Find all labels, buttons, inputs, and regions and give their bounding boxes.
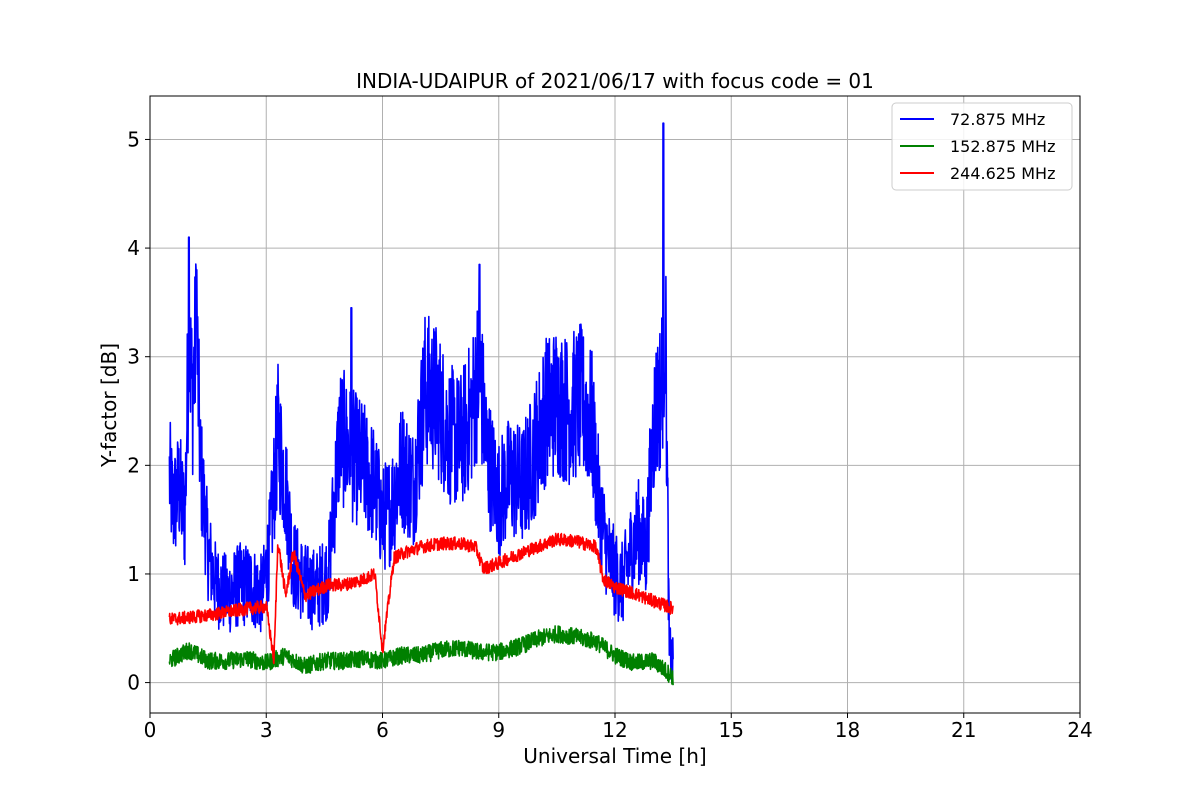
chart-title: INDIA-UDAIPUR of 2021/06/17 with focus c…	[356, 69, 874, 93]
legend-label: 72.875 MHz	[950, 110, 1045, 129]
x-tick-label: 12	[602, 718, 627, 742]
y-tick-label: 4	[127, 236, 140, 260]
legend-box	[891, 102, 1073, 191]
y-axis-label: Y-factor [dB]	[97, 343, 121, 468]
series-line-0	[168, 122, 674, 683]
x-tick-label: 15	[719, 718, 744, 742]
x-tick-label: 6	[376, 718, 389, 742]
legend-label: 152.875 MHz	[950, 137, 1055, 156]
y-tick-label: 3	[127, 345, 140, 369]
x-axis-label: Universal Time [h]	[523, 744, 706, 768]
y-tick-label: 2	[127, 453, 140, 477]
series-layer	[168, 122, 674, 686]
x-tick-label: 21	[951, 718, 976, 742]
y-tick-label: 0	[127, 671, 140, 695]
series-line-2	[168, 532, 674, 665]
x-tick-label: 24	[1067, 718, 1092, 742]
x-tick-label: 9	[492, 718, 505, 742]
y-axis-ticks: 0 1 2 3 4 5	[127, 127, 150, 695]
x-axis-ticks: 0 3 6 9 12 15 18 21 24	[144, 713, 1093, 742]
x-tick-label: 0	[144, 718, 157, 742]
series-line-1	[168, 625, 674, 686]
y-tick-label: 5	[127, 127, 140, 151]
legend: 72.875 MHz 152.875 MHz 244.625 MHz	[891, 102, 1073, 191]
x-tick-label: 3	[260, 718, 273, 742]
legend-label: 244.625 MHz	[950, 164, 1055, 183]
x-tick-label: 18	[835, 718, 860, 742]
y-tick-label: 1	[127, 562, 140, 586]
